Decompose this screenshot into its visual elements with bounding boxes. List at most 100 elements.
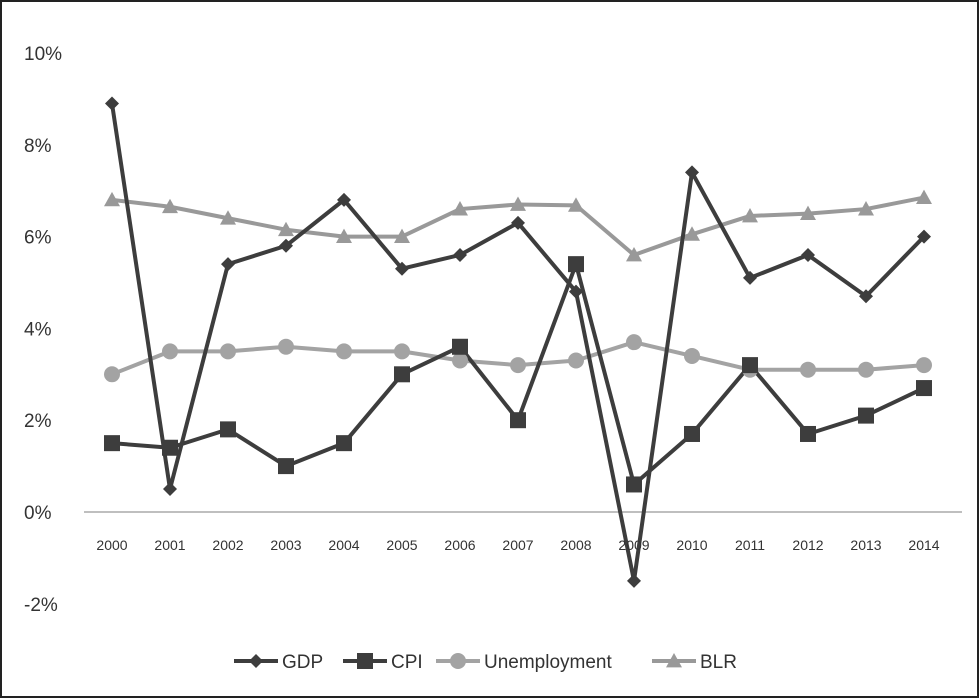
legend-item-blr: BLR <box>652 652 737 673</box>
cpi-point <box>336 435 352 452</box>
x-tick-label: 2005 <box>386 537 417 553</box>
blr-point <box>452 201 468 216</box>
blr-point <box>742 207 758 223</box>
blr-point <box>336 228 352 243</box>
cpi-point <box>800 425 816 442</box>
x-tick-label: 2007 <box>502 537 533 553</box>
cpi-point <box>742 357 758 374</box>
x-tick-label: 2000 <box>96 537 127 553</box>
y-tick-label: -2% <box>24 595 58 616</box>
legend-swatch-marker <box>450 653 466 669</box>
legend: GDP CPI Unemployment BLR <box>234 652 737 673</box>
cpi-point <box>684 425 700 442</box>
unemployment-point <box>278 338 294 355</box>
unemployment-point <box>916 357 932 374</box>
legend-swatch-marker <box>357 653 373 669</box>
y-tick-label: 0% <box>24 503 52 524</box>
gdp-point <box>743 270 757 285</box>
cpi-point <box>916 380 932 397</box>
blr-point <box>626 246 642 262</box>
blr-point <box>800 205 816 221</box>
legend-item-unemployment: Unemployment <box>436 652 612 673</box>
gdp-point <box>221 257 235 272</box>
y-tick-label: 2% <box>24 411 52 432</box>
legend-item-cpi: CPI <box>343 652 423 673</box>
unemployment-point <box>858 361 874 378</box>
gdp-series-line <box>110 103 926 583</box>
y-tick-label: 6% <box>24 228 52 249</box>
unemployment-point <box>684 347 700 364</box>
gdp-point <box>105 96 119 111</box>
unemployment-point <box>452 352 468 369</box>
y-tick-label: 10% <box>24 44 62 65</box>
gdp-point <box>395 261 409 276</box>
series-lines <box>110 103 926 583</box>
cpi-point <box>278 458 294 475</box>
unemployment-point <box>162 343 178 360</box>
gdp-point <box>917 229 931 244</box>
cpi-point <box>858 407 874 424</box>
gdp-point <box>627 573 641 588</box>
series-markers <box>104 96 932 588</box>
legend-swatch-marker <box>249 654 263 668</box>
legend-label: GDP <box>282 652 323 673</box>
blr-point <box>858 201 874 216</box>
x-tick-label: 2001 <box>154 537 185 553</box>
gdp-point <box>279 238 293 253</box>
unemployment-point <box>626 334 642 351</box>
gdp-point <box>337 192 351 207</box>
cpi-point <box>626 476 642 493</box>
blr-point <box>510 196 526 211</box>
cpi-point <box>394 366 410 383</box>
legend-label: BLR <box>700 652 737 673</box>
gdp-point <box>685 165 699 180</box>
legend-label: Unemployment <box>484 652 612 673</box>
cpi-point <box>452 338 468 355</box>
blr-point <box>104 191 120 207</box>
gdp-point <box>511 215 525 230</box>
gdp-point <box>859 289 873 304</box>
cpi-point <box>220 421 236 438</box>
unemployment-point <box>220 343 236 360</box>
blr-point <box>394 228 410 243</box>
x-tick-label: 2011 <box>735 537 765 553</box>
cpi-point <box>162 439 178 456</box>
y-tick-label: 8% <box>24 136 52 157</box>
unemployment-point <box>510 357 526 374</box>
blr-point <box>916 189 932 204</box>
gdp-point <box>569 284 583 299</box>
blr-point <box>278 221 294 237</box>
unemployment-point <box>104 366 120 383</box>
x-tick-label: 2006 <box>444 537 475 553</box>
x-tick-label: 2013 <box>850 537 881 553</box>
cpi-point <box>568 256 584 273</box>
unemployment-point <box>394 343 410 360</box>
x-tick-label: 2002 <box>212 537 243 553</box>
x-tick-label: 2008 <box>560 537 591 553</box>
gdp-point <box>163 482 177 497</box>
blr-point <box>684 226 700 241</box>
unemployment-point <box>336 343 352 360</box>
legend-item-gdp: GDP <box>234 652 323 673</box>
x-tick-label: 2003 <box>270 537 301 553</box>
x-tick-label: 2004 <box>328 537 359 553</box>
cpi-point <box>104 435 120 452</box>
x-axis-tick-labels: 2000 2001 2002 2003 2004 2005 2006 2007 2008 2009… <box>96 537 939 553</box>
gdp-point <box>801 247 815 262</box>
blr-point <box>568 197 584 212</box>
y-axis-tick-labels: -2% 0% 2% 4% 6% 8% 10% <box>24 44 62 616</box>
gdp-point <box>453 247 467 262</box>
legend-label: CPI <box>391 652 423 673</box>
y-tick-label: 4% <box>24 319 52 340</box>
legend-swatch-marker <box>666 653 682 668</box>
x-tick-label: 2012 <box>792 537 823 553</box>
x-tick-label: 2009 <box>618 537 649 553</box>
unemployment-point <box>568 352 584 369</box>
cpi-point <box>510 412 526 429</box>
x-tick-label: 2014 <box>908 537 939 553</box>
blr-point <box>162 198 178 214</box>
unemployment-point <box>800 361 816 378</box>
blr-point <box>220 210 236 225</box>
x-tick-label: 2010 <box>676 537 707 553</box>
